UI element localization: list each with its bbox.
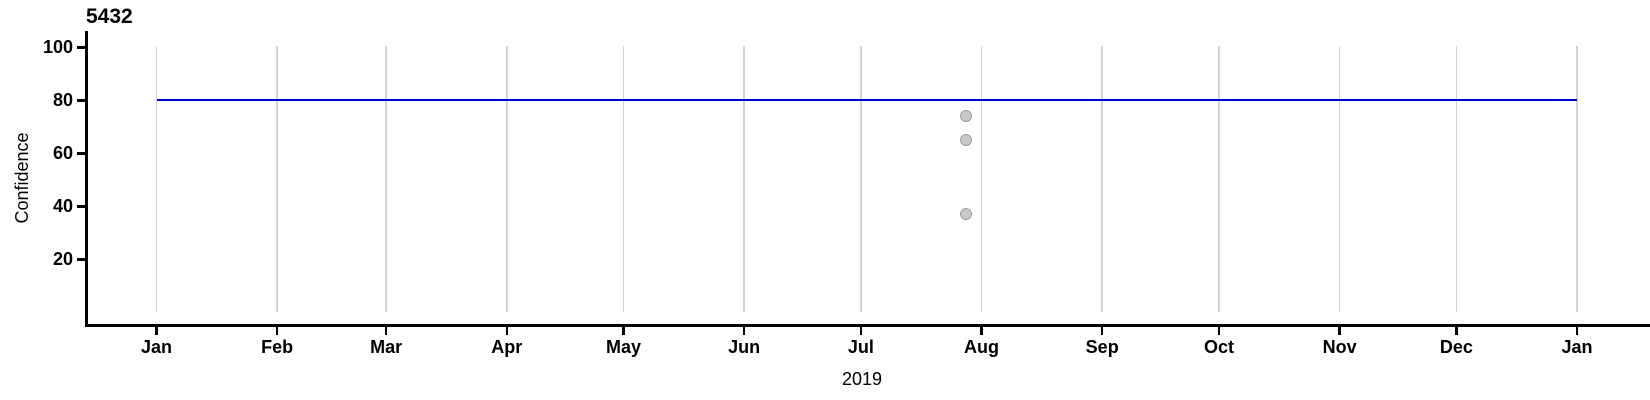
data-point (959, 134, 972, 147)
x-axis-tick (155, 326, 158, 335)
x-tick-label: May (605, 337, 641, 357)
x-tick-label: Apr (491, 337, 523, 357)
x-axis-tick (1217, 326, 1221, 335)
x-axis-tick (275, 326, 279, 335)
x-tick-label: Nov (1322, 337, 1357, 357)
x-axis-title: 2019 (841, 369, 883, 389)
chart-title: 5432 (86, 5, 133, 28)
month-gridline (743, 46, 745, 312)
x-axis-tick (1455, 326, 1458, 335)
month-gridline (1218, 46, 1220, 312)
x-axis-tick (622, 326, 625, 335)
x-axis-tick (1575, 326, 1579, 335)
month-gridline (276, 46, 278, 312)
reference-line (156, 99, 1577, 102)
y-tick-label: 40 (52, 196, 73, 217)
month-gridline (1101, 46, 1103, 312)
x-axis-tick (1338, 326, 1341, 335)
x-tick-label: Jan (1561, 337, 1593, 357)
x-tick-label: Dec (1439, 337, 1473, 357)
month-gridline (860, 46, 862, 312)
y-tick-label: 60 (52, 143, 73, 164)
y-axis-tick (76, 99, 85, 102)
x-axis-tick (742, 326, 746, 335)
y-axis-line (85, 31, 88, 327)
y-tick-label: 20 (52, 249, 73, 270)
y-tick-label: 80 (52, 90, 73, 111)
x-tick-label: Feb (261, 337, 294, 357)
x-axis-tick (1100, 326, 1104, 335)
x-tick-label: Mar (370, 337, 403, 357)
y-axis-tick (76, 152, 85, 155)
month-gridline (506, 46, 508, 312)
y-axis-tick (76, 205, 85, 208)
x-axis-tick (980, 326, 983, 335)
month-gridline (1576, 46, 1578, 312)
x-tick-label: Jan (140, 337, 173, 357)
x-axis-tick (859, 326, 863, 335)
y-axis-title: Confidence (12, 132, 32, 224)
month-gridline (155, 46, 158, 312)
month-gridline (1455, 46, 1458, 312)
data-point (959, 208, 972, 221)
month-gridline (622, 46, 625, 312)
month-gridline (385, 46, 387, 312)
month-gridline (1338, 46, 1341, 312)
y-axis-tick (76, 46, 85, 49)
x-axis-tick (384, 326, 388, 335)
x-tick-label: Sep (1085, 337, 1119, 357)
y-axis-tick (76, 258, 85, 261)
x-axis-tick (505, 326, 508, 335)
data-point (959, 110, 972, 123)
x-tick-label: Jul (847, 337, 874, 357)
x-axis-line (85, 324, 1650, 327)
x-tick-label: Oct (1203, 337, 1234, 357)
x-tick-label: Jun (728, 337, 761, 357)
month-gridline (980, 46, 983, 312)
y-tick-label: 100 (42, 37, 73, 58)
x-tick-label: Aug (964, 337, 1000, 357)
